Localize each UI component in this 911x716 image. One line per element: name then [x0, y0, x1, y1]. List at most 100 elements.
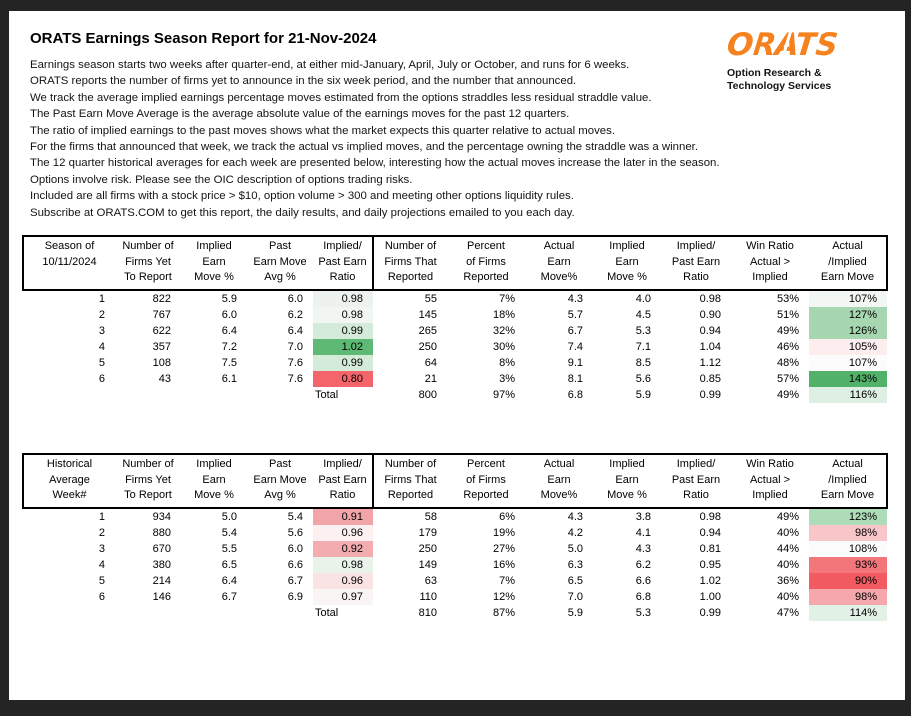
report-intro: Earnings season starts two weeks after q… [30, 57, 720, 221]
data-cell: 6.7 [221, 591, 237, 604]
data-cell: 1.02 [699, 575, 721, 588]
total-label: Total [315, 607, 339, 620]
data-row: 3 622 6.4 6.4 0.99 265 32% 6.7 5.3 0.94 49% 126% [23, 322, 887, 340]
data-cell: 30% [492, 341, 515, 354]
data-cell: 767 [152, 308, 171, 321]
data-cell: 4.0 [635, 292, 651, 305]
intro-line: The 12 quarter historical averages for e… [30, 157, 720, 170]
data-cell: 4 [98, 341, 105, 354]
data-cell: 5.5 [221, 543, 237, 556]
data-cell: 4.3 [635, 543, 651, 556]
data-cell: 87% [492, 607, 515, 620]
data-cell: 127% [809, 306, 887, 323]
data-cell: 5.9 [567, 607, 583, 620]
column-header: Actual Earn Move% [525, 235, 593, 291]
data-cell: 98% [809, 589, 887, 606]
data-cell: 0.98 [313, 306, 373, 323]
data-cell: 93% [809, 557, 887, 574]
data-cell: 934 [152, 510, 171, 523]
data-cell: 822 [152, 292, 171, 305]
data-cell: 6.9 [287, 591, 303, 604]
data-cell: 6 [98, 591, 105, 604]
historical-average-table: Historical Average Week# Number of Firms … [22, 453, 888, 622]
data-cell: 0.96 [313, 573, 373, 590]
data-cell: 5.3 [635, 607, 651, 620]
total-row: Total 810 87% 5.9 5.3 0.99 47% 114% [23, 605, 887, 622]
data-cell: 145 [418, 308, 437, 321]
data-cell [181, 605, 247, 621]
data-cell: 4.3 [567, 510, 583, 523]
data-cell: 250 [418, 341, 437, 354]
data-cell: 8.5 [635, 357, 651, 370]
data-cell: 6.4 [221, 325, 237, 338]
data-cell: 1 [98, 292, 105, 305]
data-cell: 5.0 [567, 543, 583, 556]
data-cell: 6.2 [635, 559, 651, 572]
data-cell: 6% [499, 510, 515, 523]
data-cell: 5.4 [287, 510, 303, 523]
intro-line: For the firms that announced that week, … [30, 141, 698, 154]
data-cell: 810 [418, 607, 437, 620]
data-cell [181, 387, 247, 403]
data-cell: 0.98 [699, 292, 721, 305]
column-header: Number of Firms That Reported [373, 453, 447, 509]
data-cell: 3 [98, 325, 105, 338]
current-season-table: Season of 10/11/2024 Number of Firms Yet … [22, 235, 888, 404]
data-row: 2 880 5.4 5.6 0.96 179 19% 4.2 4.1 0.94 40% 98% [23, 524, 887, 541]
data-cell: 250 [418, 543, 437, 556]
data-row: 5 108 7.5 7.6 0.99 64 8% 9.1 8.5 1.12 48% 107% [23, 355, 887, 372]
data-cell: 670 [152, 543, 171, 556]
data-cell: 0.98 [313, 557, 373, 574]
data-cell: 6.7 [287, 575, 303, 588]
report-page: ORATS Earnings Season Report for 21-Nov-… [9, 11, 905, 700]
data-cell: 0.99 [313, 355, 373, 372]
intro-line: Subscribe at ORATS.COM to get this repor… [30, 206, 575, 219]
data-cell: 7.6 [287, 373, 303, 386]
data-cell: 6.6 [287, 559, 303, 572]
data-cell: 6.6 [635, 575, 651, 588]
data-cell: 55 [424, 292, 437, 305]
data-cell: 107% [809, 289, 887, 307]
data-cell: 7% [499, 292, 515, 305]
intro-line: Options involve risk. Please see the OIC… [30, 173, 413, 186]
data-cell: 1 [98, 510, 105, 523]
total-label: Total [315, 389, 339, 402]
data-cell: 800 [418, 389, 437, 402]
data-cell: 6.2 [287, 308, 303, 321]
data-cell: 0.98 [313, 289, 373, 307]
data-cell: 0.94 [699, 325, 721, 338]
data-cell: 18% [492, 308, 515, 321]
data-cell: 51% [776, 308, 799, 321]
total-row: Total 800 97% 6.8 5.9 0.99 49% 116% [23, 387, 887, 404]
data-cell: 32% [492, 325, 515, 338]
data-cell: 5.0 [221, 510, 237, 523]
column-header: Implied/ Past Earn Ratio [661, 453, 731, 509]
data-cell: 3 [98, 543, 105, 556]
data-cell: 265 [418, 325, 437, 338]
data-cell: 0.99 [699, 389, 721, 402]
intro-line: The Past Earn Move Average is the averag… [30, 108, 570, 121]
data-cell: 5 [98, 357, 105, 370]
data-cell: 4.2 [567, 526, 583, 539]
column-header: Actual /Implied Earn Move [809, 453, 888, 509]
data-cell: 57% [776, 373, 799, 386]
data-cell: 214 [152, 575, 171, 588]
data-cell: 146 [152, 591, 171, 604]
data-cell: 49% [776, 389, 799, 402]
data-row: 4 357 7.2 7.0 1.02 250 30% 7.4 7.1 1.04 46% 105% [23, 339, 887, 356]
data-cell: 98% [809, 524, 887, 541]
header-row: Historical Average Week# Number of Firms … [22, 453, 888, 509]
data-cell: 0.81 [699, 543, 721, 556]
intro-line: We track the average implied earnings pe… [30, 91, 652, 104]
column-header: Implied/ Past Earn Ratio [661, 235, 731, 291]
data-cell: 47% [776, 607, 799, 620]
data-row: 1 934 5.0 5.4 0.91 58 6% 4.3 3.8 0.98 49% 123% [23, 507, 887, 525]
data-cell [23, 605, 115, 621]
data-cell: 2 [98, 526, 105, 539]
data-cell: 123% [809, 507, 887, 525]
data-cell: 7.5 [221, 357, 237, 370]
data-cell: 107% [809, 355, 887, 372]
data-row: 6 146 6.7 6.9 0.97 110 12% 7.0 6.8 1.00 40% 98% [23, 589, 887, 606]
data-cell: 6 [98, 373, 105, 386]
data-cell: 58 [424, 510, 437, 523]
